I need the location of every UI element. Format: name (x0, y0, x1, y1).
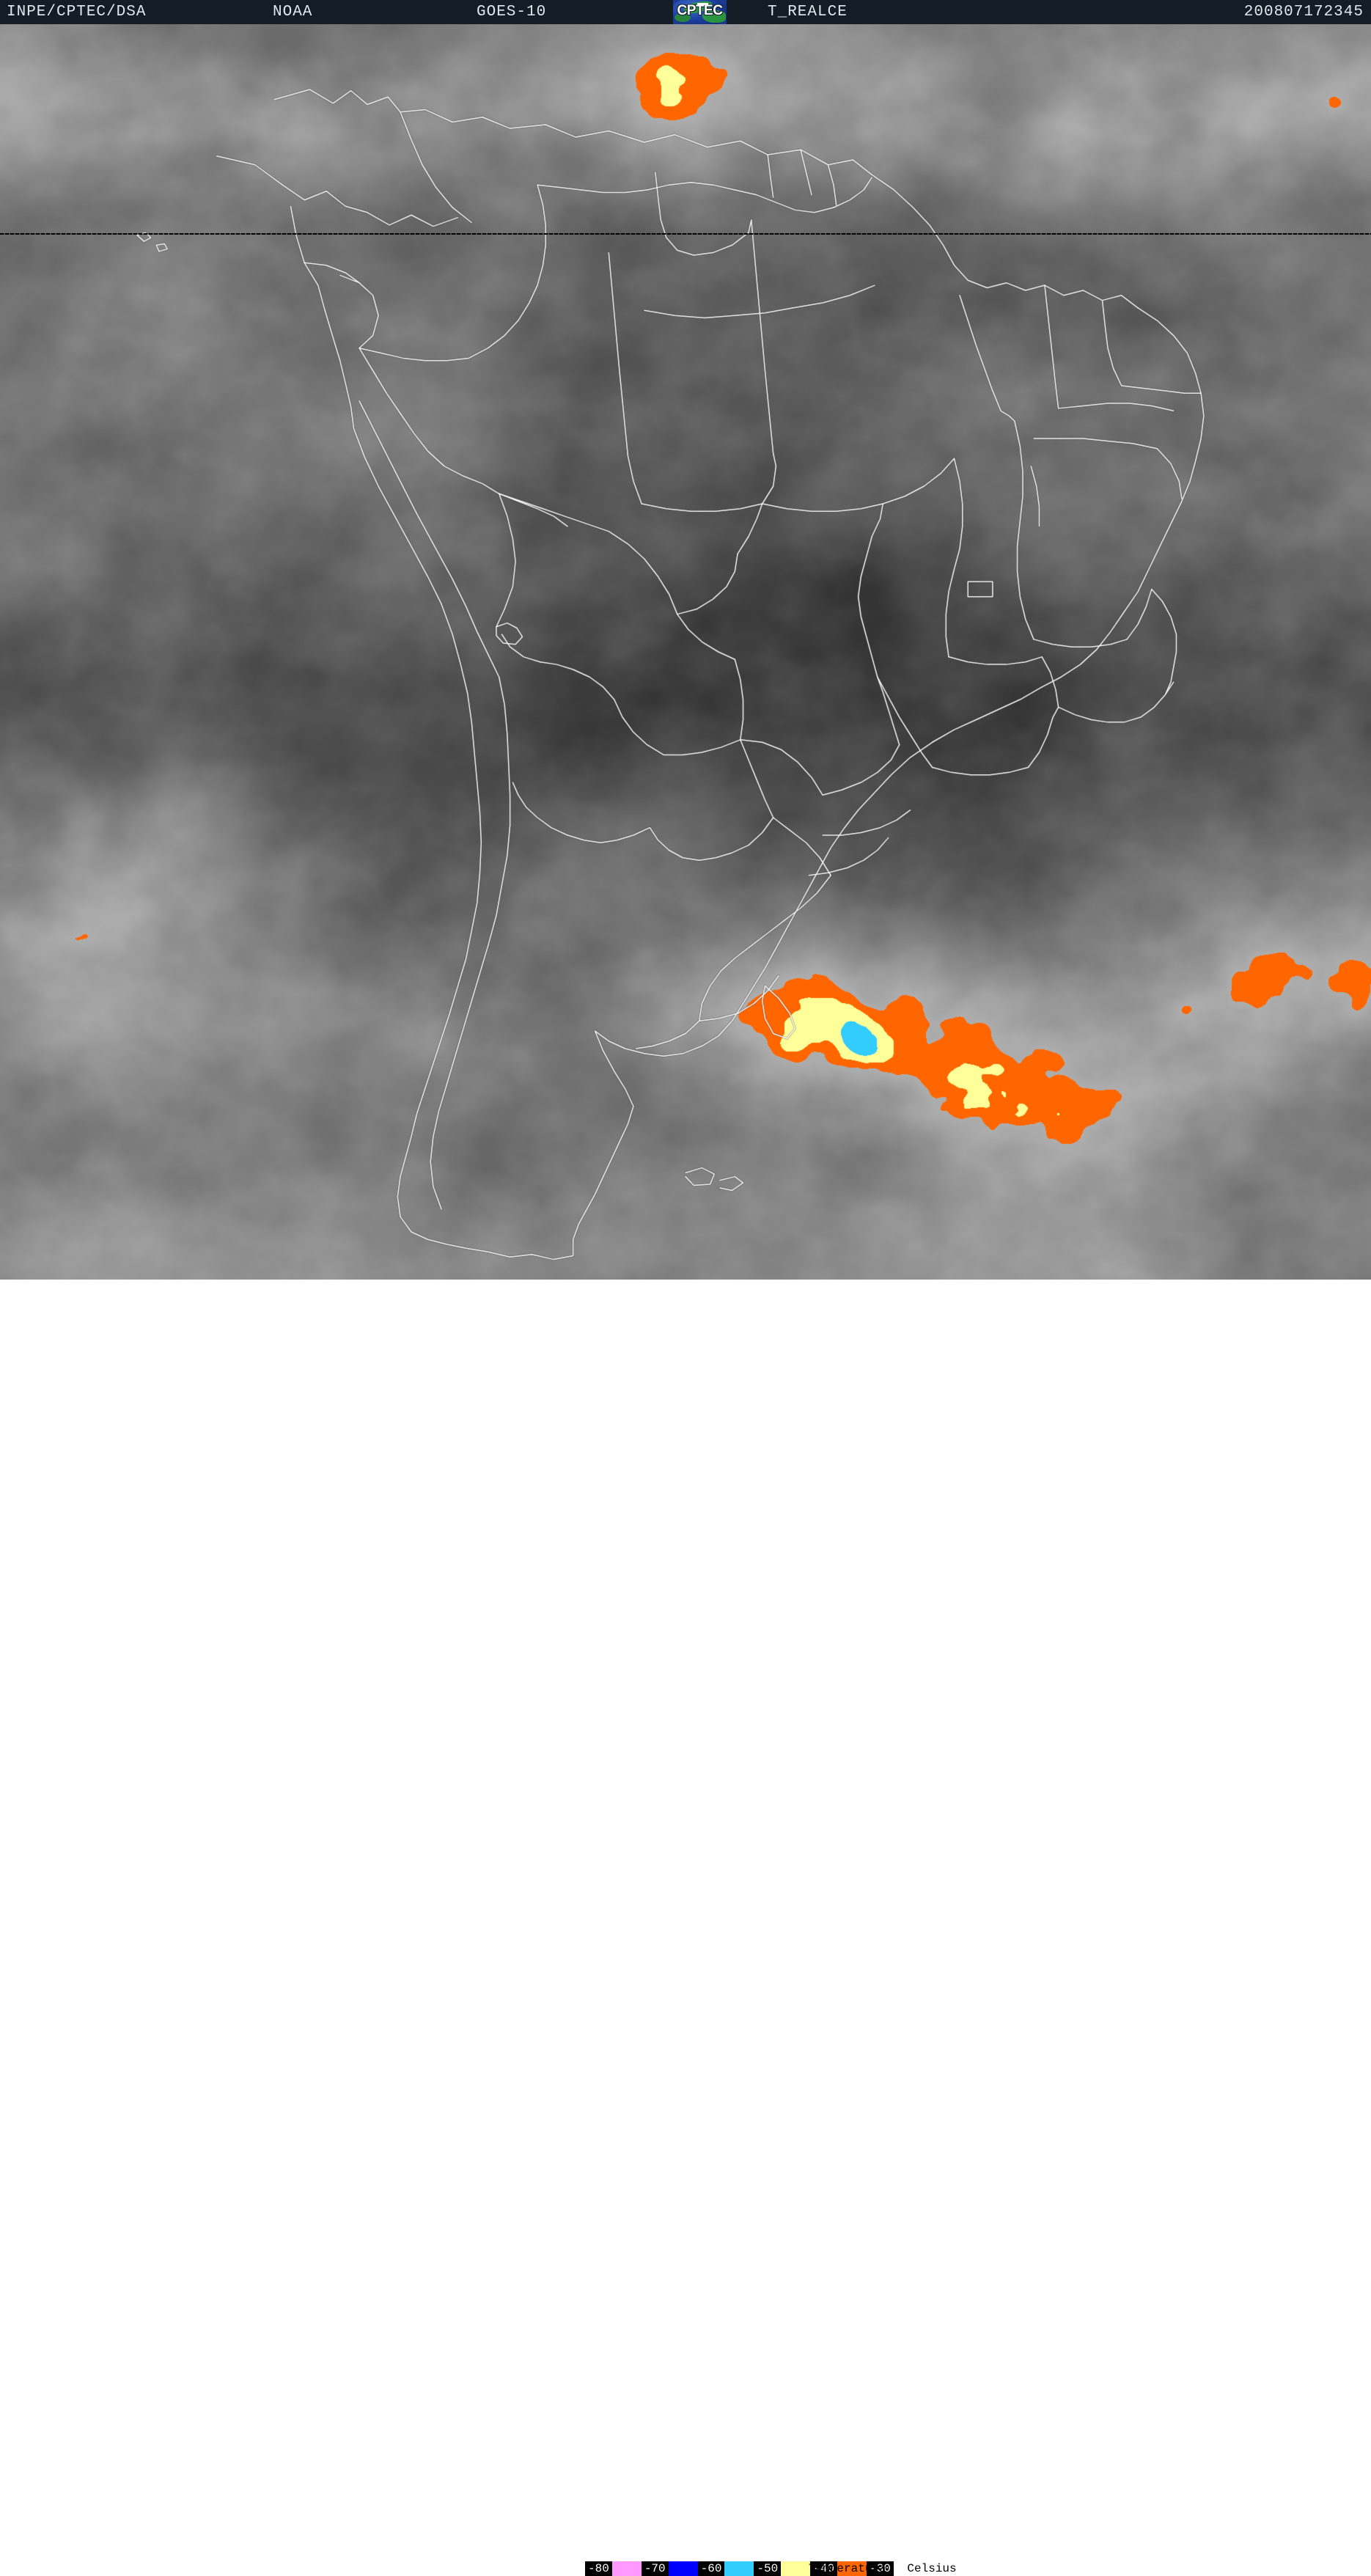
header-bar: INPE/CPTEC/DSA NOAA GOES-10 T_REALCE 200… (0, 0, 1371, 24)
satellite-image-area (0, 24, 1371, 1280)
header-agency: INPE/CPTEC/DSA (7, 4, 147, 21)
colorbar-tick-label: -70 (641, 2561, 669, 2576)
cptec-logo-icon: CPTEC (673, 0, 727, 24)
colorbar-swatch-cyan (724, 2561, 754, 2576)
colorbar-swatch-yellow (781, 2561, 811, 2576)
legend-strip: -80 -70 -60 -50 -40 -30 Temperatura Celsius (0, 1280, 1371, 2576)
cptec-logo-text: CPTEC (677, 3, 723, 18)
satellite-imagery-canvas (0, 24, 1371, 1280)
header-satellite-owner: NOAA (273, 4, 313, 21)
colorbar-tick-label: -80 (585, 2561, 612, 2576)
colorbar-tick-label: -60 (697, 2561, 725, 2576)
globe-landmass-shape (675, 13, 691, 22)
colorbar-swatch-blue (668, 2561, 698, 2576)
header-timestamp: 200807172345 (1243, 4, 1364, 21)
cptec-logo-tbar (697, 3, 708, 5)
globe-landmass-shape (702, 10, 726, 23)
header-satellite-name: GOES-10 (477, 4, 547, 21)
colorbar-tick-label: -50 (754, 2561, 782, 2576)
equator-line (0, 233, 1371, 235)
header-product-name: T_REALCE (768, 4, 848, 21)
colorbar-swatch-magenta (611, 2561, 642, 2576)
legend-caption: Temperatura Celsius (809, 2562, 957, 2575)
